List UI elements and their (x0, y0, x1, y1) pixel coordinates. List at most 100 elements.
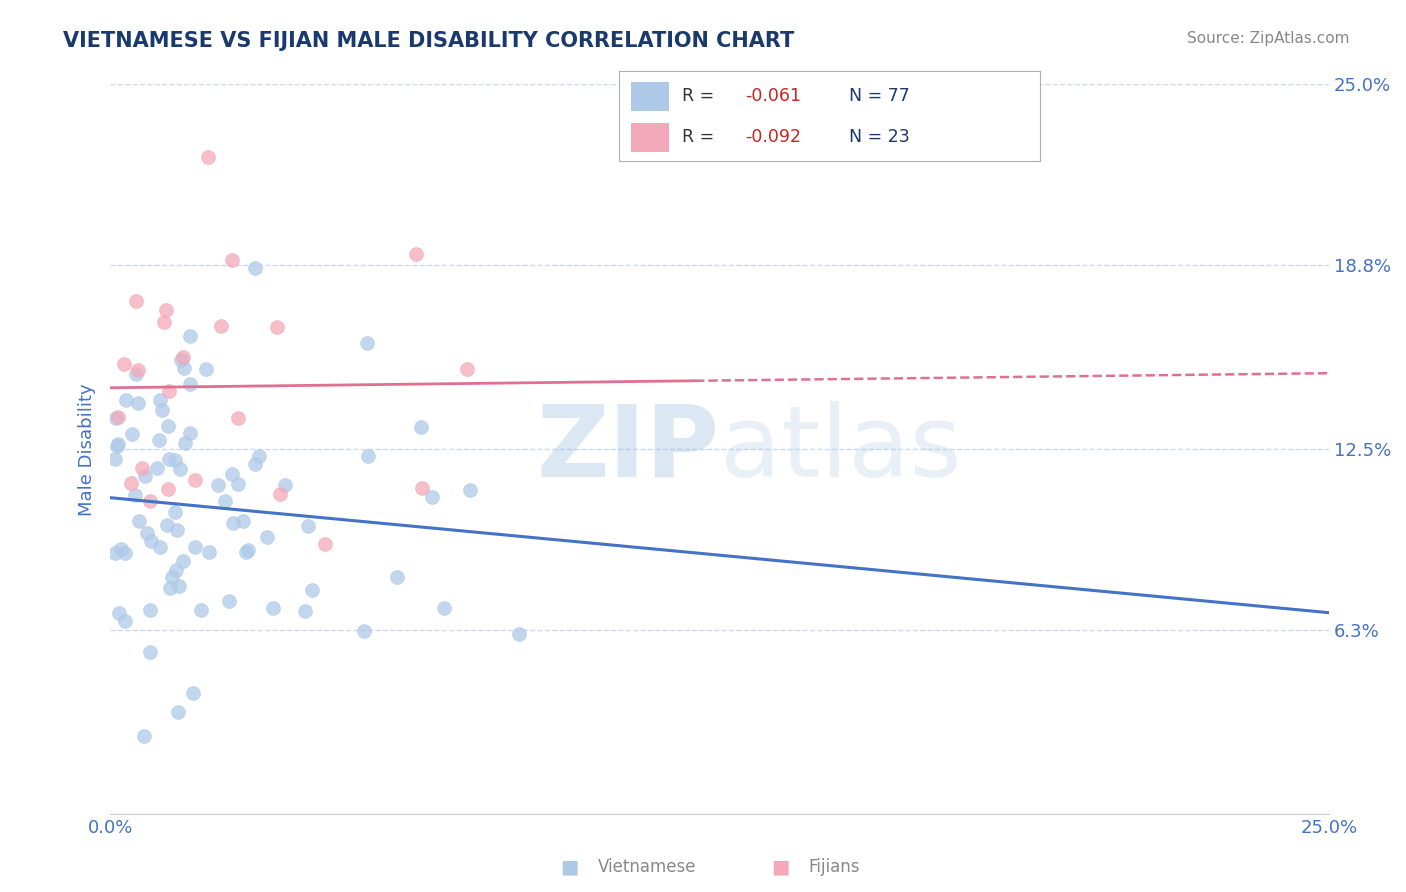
Point (221, 467, 243, 481)
Point (139, 645, 162, 659)
Point (433, 601, 456, 615)
Point (159, 581, 181, 595)
Point (235, 545, 257, 559)
Point (127, 396, 149, 410)
Point (105, 411, 128, 425)
Point (179, 376, 201, 391)
Point (107, 606, 129, 620)
Point (179, 328, 201, 343)
Point (387, 570, 409, 584)
Point (163, 452, 186, 467)
Point (218, 594, 240, 608)
Point (274, 478, 297, 492)
Text: Vietnamese: Vietnamese (598, 858, 696, 876)
Point (160, 570, 183, 584)
Y-axis label: Male Disability: Male Disability (79, 383, 96, 516)
Point (173, 436, 195, 450)
Point (222, 516, 245, 531)
Point (245, 261, 267, 276)
Text: ZIP: ZIP (537, 401, 720, 498)
Point (148, 434, 170, 448)
Point (207, 478, 229, 492)
Point (411, 419, 433, 434)
Point (157, 482, 180, 496)
Point (146, 460, 169, 475)
Point (209, 318, 232, 333)
Point (120, 475, 142, 490)
Point (107, 439, 129, 453)
Point (125, 293, 148, 308)
Point (157, 452, 180, 467)
Point (172, 350, 194, 364)
Point (134, 469, 156, 483)
Point (170, 352, 193, 367)
Point (184, 473, 207, 487)
Text: ■: ■ (560, 857, 579, 877)
Point (256, 530, 278, 544)
Text: R =: R = (682, 128, 720, 146)
Point (190, 603, 212, 617)
Point (157, 384, 180, 398)
Point (236, 543, 259, 558)
Point (179, 425, 201, 440)
Point (149, 540, 172, 554)
Point (166, 523, 188, 537)
Point (197, 544, 219, 558)
Point (163, 505, 186, 519)
Text: N = 77: N = 77 (838, 87, 910, 105)
Point (156, 418, 179, 433)
Point (184, 541, 207, 555)
Point (110, 541, 132, 556)
Point (149, 393, 172, 408)
Point (152, 314, 174, 328)
Point (114, 614, 136, 628)
Point (266, 320, 288, 334)
Point (214, 494, 236, 508)
Text: Fijians: Fijians (808, 858, 860, 876)
Point (138, 493, 160, 508)
Point (420, 490, 443, 504)
Text: -0.061: -0.061 (745, 87, 801, 105)
Point (294, 604, 316, 618)
Text: -0.092: -0.092 (745, 128, 801, 146)
Point (124, 487, 146, 501)
Point (181, 686, 204, 700)
FancyBboxPatch shape (631, 82, 669, 111)
Point (104, 452, 127, 467)
Point (139, 534, 162, 549)
Point (226, 477, 249, 491)
Point (107, 437, 129, 451)
Point (405, 246, 427, 260)
Point (221, 252, 243, 267)
Point (127, 363, 149, 377)
Point (301, 583, 323, 598)
Point (226, 411, 249, 425)
Text: ■: ■ (770, 857, 790, 877)
Point (156, 517, 179, 532)
Point (297, 518, 319, 533)
Point (121, 426, 143, 441)
Text: Source: ZipAtlas.com: Source: ZipAtlas.com (1187, 31, 1350, 46)
Text: atlas: atlas (720, 401, 962, 498)
Point (150, 403, 173, 417)
Point (104, 546, 127, 560)
Point (169, 462, 191, 476)
Point (107, 410, 129, 425)
Point (131, 460, 153, 475)
Point (262, 600, 284, 615)
Point (173, 361, 195, 376)
Point (357, 449, 380, 463)
FancyBboxPatch shape (631, 123, 669, 152)
Point (125, 368, 148, 382)
Point (269, 487, 291, 501)
Point (132, 729, 155, 743)
Point (195, 362, 218, 376)
Point (155, 303, 177, 318)
Point (247, 450, 270, 464)
Point (508, 627, 530, 641)
Point (166, 705, 188, 719)
Point (167, 579, 190, 593)
Point (411, 481, 433, 495)
Text: N = 23: N = 23 (838, 128, 910, 146)
Point (112, 357, 135, 371)
